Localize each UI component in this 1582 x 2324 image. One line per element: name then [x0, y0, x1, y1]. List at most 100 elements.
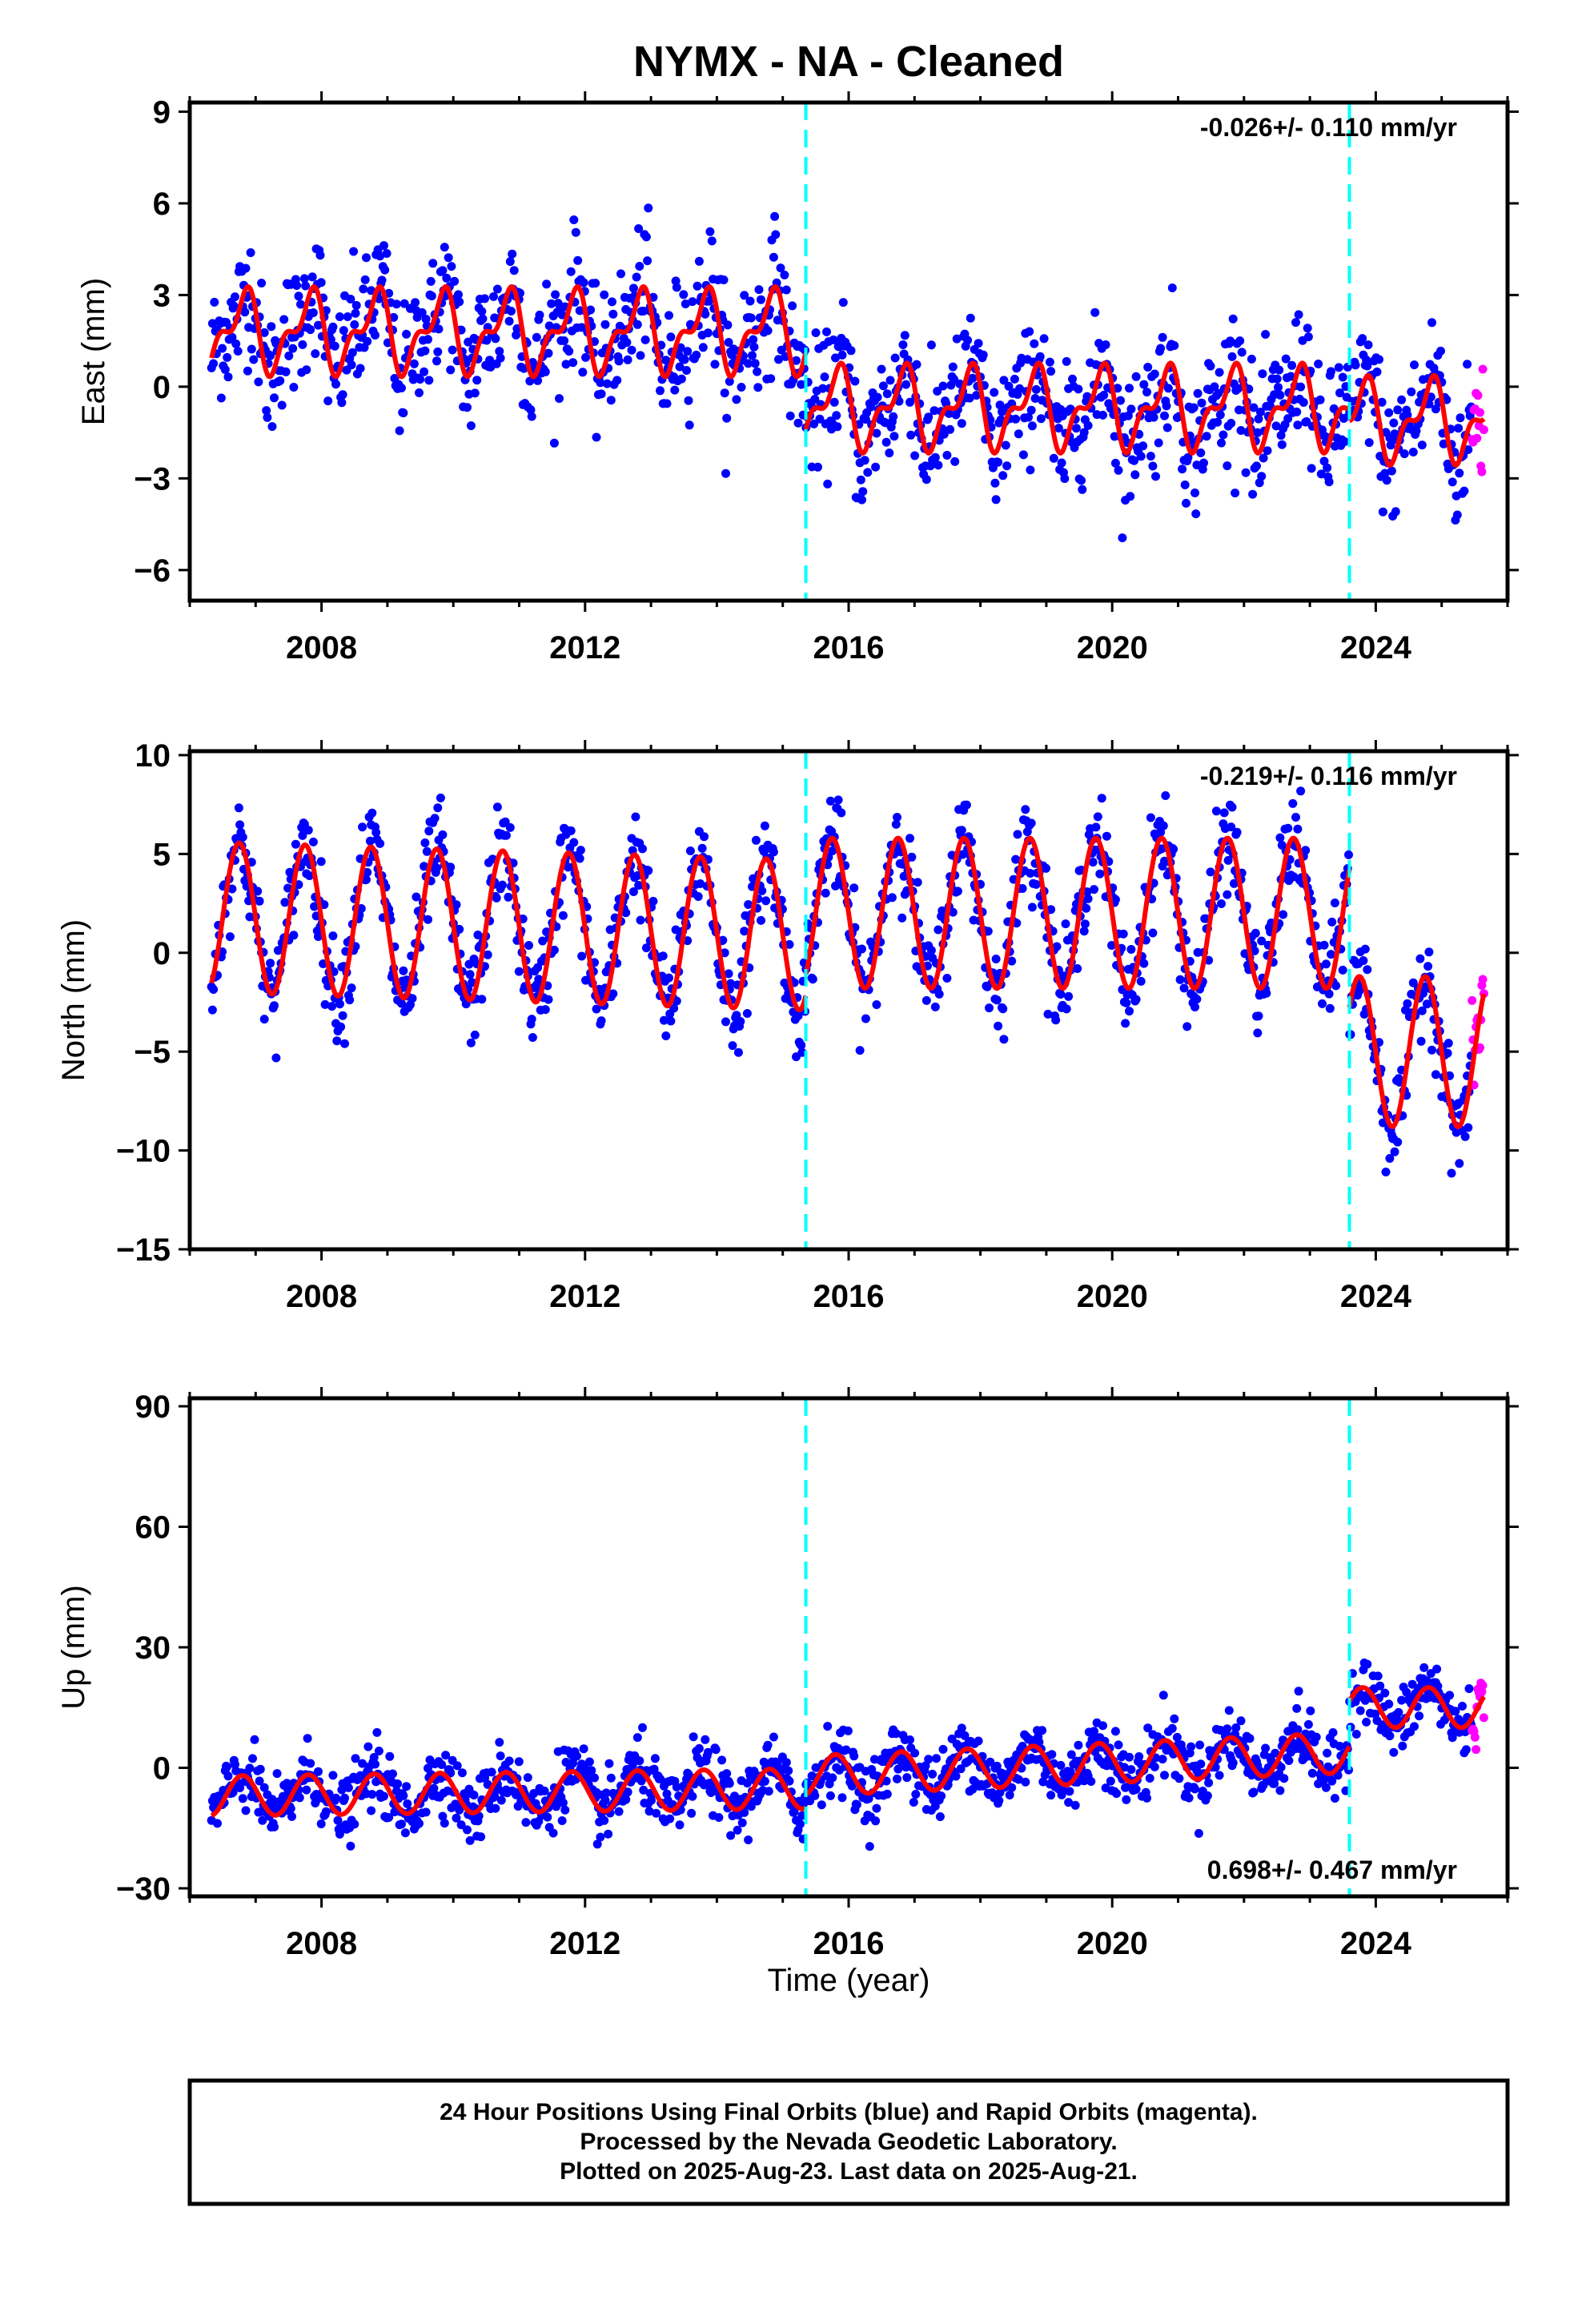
final-point — [934, 925, 943, 935]
final-point — [769, 847, 778, 857]
final-point — [343, 1783, 353, 1792]
final-point — [707, 236, 717, 246]
final-point — [590, 1773, 599, 1783]
final-point — [362, 875, 371, 884]
final-point — [887, 893, 897, 903]
final-point — [1158, 1755, 1167, 1764]
final-point — [331, 380, 340, 389]
final-point — [1126, 1765, 1136, 1775]
final-point — [1338, 965, 1347, 975]
final-point — [1371, 1709, 1380, 1719]
final-point — [1287, 360, 1297, 370]
final-point — [889, 432, 899, 441]
final-point — [432, 356, 441, 366]
final-point — [1255, 408, 1265, 416]
final-point — [809, 419, 819, 428]
final-point — [1183, 452, 1193, 462]
final-point — [861, 415, 870, 424]
final-point — [974, 339, 983, 348]
final-point — [600, 320, 610, 329]
final-point — [1118, 533, 1127, 543]
final-point — [1307, 1768, 1317, 1778]
final-point — [1306, 1706, 1315, 1715]
final-point — [231, 292, 239, 302]
final-point — [544, 348, 553, 358]
final-point — [524, 941, 533, 950]
final-point — [579, 1744, 588, 1754]
final-point — [983, 927, 993, 936]
final-point — [1065, 1787, 1074, 1796]
final-point — [399, 408, 408, 418]
final-point — [534, 975, 544, 984]
final-point — [963, 336, 973, 345]
final-point — [417, 308, 427, 317]
final-point — [1360, 944, 1370, 954]
final-point — [614, 356, 624, 366]
final-point — [1427, 318, 1436, 328]
y-tick-label: 30 — [135, 1630, 171, 1666]
final-point — [1030, 394, 1040, 403]
final-point — [1393, 1137, 1403, 1147]
final-point — [829, 397, 839, 407]
x-tick-label: 2008 — [286, 1926, 357, 1961]
final-point — [1091, 822, 1101, 832]
final-point — [1249, 1787, 1259, 1797]
y-tick-label: 6 — [153, 187, 171, 222]
final-point — [850, 376, 860, 386]
final-point — [885, 448, 894, 458]
final-point — [1191, 1784, 1199, 1794]
final-point — [421, 1807, 431, 1817]
final-point — [1422, 1676, 1431, 1686]
final-point — [277, 400, 287, 410]
x-tick-label: 2020 — [1077, 1926, 1148, 1961]
final-point — [682, 366, 691, 375]
final-point — [548, 1828, 558, 1838]
final-point — [1014, 1775, 1023, 1784]
final-point — [472, 376, 482, 385]
y-tick-label: 0 — [153, 1751, 171, 1786]
final-point — [456, 1820, 466, 1830]
final-point — [632, 272, 641, 282]
final-point — [721, 1017, 730, 1027]
final-point — [723, 320, 733, 330]
final-point — [207, 319, 217, 328]
final-point — [737, 383, 746, 392]
final-point — [881, 437, 891, 447]
final-point — [424, 915, 432, 924]
data-points — [207, 786, 1488, 1178]
final-point — [271, 1053, 281, 1063]
final-point — [1463, 360, 1472, 369]
final-point — [623, 355, 632, 364]
final-point — [1452, 510, 1462, 520]
final-point — [1001, 440, 1010, 450]
final-point — [608, 989, 618, 999]
model-line — [803, 360, 1350, 456]
final-point — [995, 400, 1005, 410]
final-point — [596, 1832, 605, 1842]
final-point — [579, 278, 588, 287]
final-point — [1447, 477, 1457, 487]
final-point — [1066, 404, 1075, 414]
final-point — [1338, 372, 1347, 382]
rapid-point — [1478, 975, 1488, 984]
final-point — [402, 1782, 412, 1791]
final-point — [818, 384, 828, 393]
final-point — [229, 301, 239, 311]
final-point — [696, 879, 705, 888]
final-point — [998, 1004, 1008, 1014]
final-point — [1082, 903, 1091, 913]
final-point — [985, 1003, 994, 1013]
final-point — [433, 347, 443, 356]
final-point — [532, 332, 541, 342]
final-point — [968, 373, 978, 383]
final-point — [906, 430, 916, 440]
final-point — [393, 1779, 403, 1788]
data-points — [207, 1659, 1488, 1852]
final-point — [1411, 426, 1421, 436]
final-point — [1122, 1795, 1131, 1804]
final-point — [841, 1745, 851, 1755]
final-point — [821, 888, 830, 898]
final-point — [1443, 1039, 1453, 1048]
final-point — [662, 399, 672, 408]
